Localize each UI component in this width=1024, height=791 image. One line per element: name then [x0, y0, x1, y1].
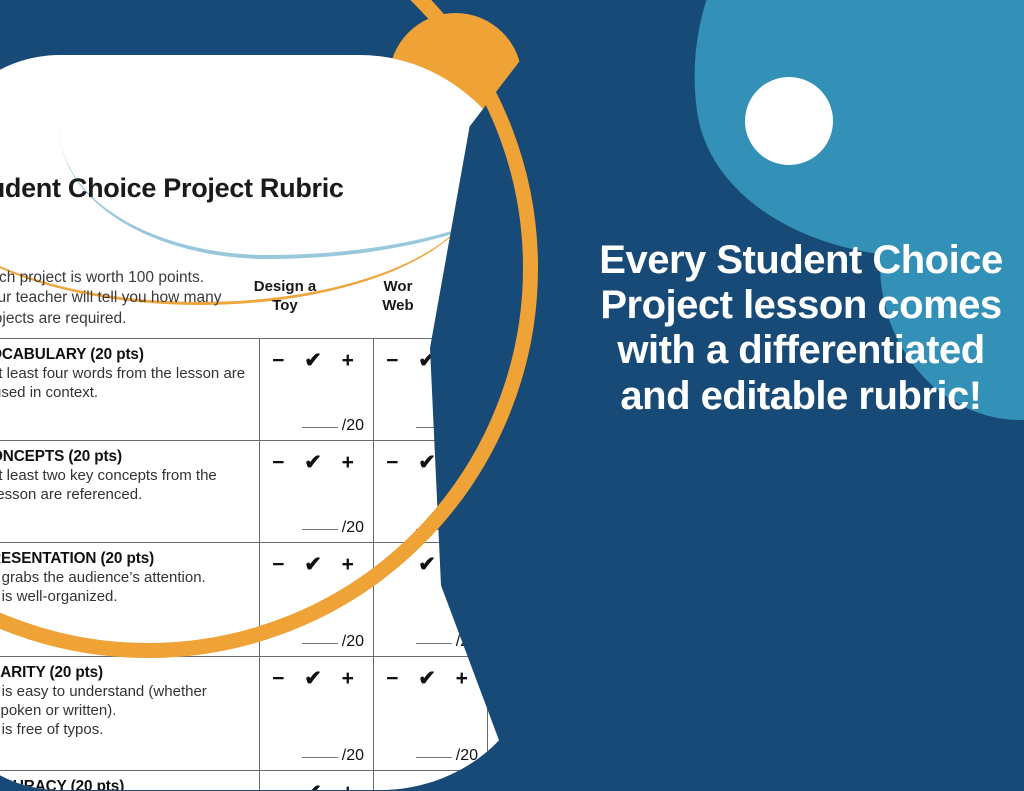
criteria-item: It is easy to understand (whether spoken… [0, 683, 251, 721]
criteria-title: CLARITY (20 pts) [0, 664, 104, 681]
white-circle-decoration [745, 77, 833, 165]
criteria-title: CONCEPTS (20 pts) [0, 448, 122, 465]
criteria-cell-clarity: CLARITY (20 pts) It is easy to understan… [0, 656, 260, 771]
score-suffix: /20 [341, 747, 364, 764]
column-header-line2: Toy [272, 296, 298, 314]
rubric-table: VOCABULARY (20 pts) At least four words … [0, 338, 500, 790]
rating-marks[interactable]: − ✔ + [272, 667, 361, 690]
table-row: CLARITY (20 pts) It is easy to understan… [0, 656, 500, 771]
score-cell-col1[interactable]: − ✔ + /20 [259, 440, 374, 543]
criteria-list: At least four words from the lesson are … [0, 365, 251, 403]
score-suffix: /20 [341, 417, 364, 434]
criteria-cell-vocabulary: VOCABULARY (20 pts) At least four words … [0, 338, 260, 441]
score-suffix: /20 [455, 747, 478, 764]
criteria-item: It is well-organized. [0, 588, 251, 607]
score-suffix: /20 [341, 519, 364, 536]
score-blank[interactable]: /20 [301, 747, 364, 765]
score-underline[interactable] [301, 643, 338, 644]
column-header-design-a-toy: Design a Toy [243, 278, 327, 316]
criteria-cell-concepts: CONCEPTS (20 pts) At least two key conce… [0, 440, 260, 543]
rating-marks[interactable]: − ✔ + [488, 771, 500, 790]
score-cell-col1[interactable]: − ✔ + /20 [259, 542, 374, 657]
score-cell-col1[interactable]: − ✔ + [259, 770, 374, 790]
criteria-item: At least four words from the lesson are … [0, 365, 251, 403]
rubric-intro-text: Each project is worth 100 points. Your t… [0, 269, 222, 327]
score-cell-col3[interactable]: − ✔ + [487, 770, 500, 790]
score-underline[interactable] [301, 757, 338, 758]
rating-marks[interactable]: − ✔ + [272, 553, 361, 576]
criteria-title: ACCURACY (20 pts) [0, 778, 125, 790]
rubric-title: tudent Choice Project Rubric [0, 173, 344, 203]
criteria-item: At least two key concepts from the lesso… [0, 467, 251, 505]
score-underline[interactable] [415, 529, 452, 530]
rating-marks[interactable]: − ✔ + [260, 771, 373, 790]
criteria-cell-presentation: PRESENTATION (20 pts) It grabs the audie… [0, 542, 260, 657]
score-cell-col1[interactable]: − ✔ + /20 [259, 656, 374, 771]
column-header-line1: Wor [383, 278, 413, 295]
rating-marks[interactable]: − ✔ + [374, 771, 487, 790]
score-cell-col1[interactable]: − ✔ + /20 [259, 338, 374, 441]
score-underline[interactable] [415, 757, 452, 758]
rating-marks[interactable]: − ✔ + [272, 349, 361, 372]
criteria-item: It is free of typos. [0, 721, 251, 740]
rating-marks[interactable]: − ✔ + [386, 667, 475, 690]
score-cell-col2[interactable]: − ✔ + /20 [373, 656, 488, 771]
score-underline[interactable] [301, 529, 338, 530]
rubric-table-body: VOCABULARY (20 pts) At least four words … [0, 338, 500, 790]
table-row: ACCURACY (20 pts) Drawings/models are ac… [0, 770, 500, 790]
column-header-website: Wor Web [356, 278, 440, 316]
criteria-title: PRESENTATION (20 pts) [0, 550, 155, 567]
column-header-line2: Web [382, 296, 414, 314]
criteria-list: It grabs the audience’s attention. It is… [0, 569, 251, 607]
criteria-list: It is easy to understand (whether spoken… [0, 683, 251, 740]
score-underline[interactable] [415, 643, 452, 644]
table-row: VOCABULARY (20 pts) At least four words … [0, 338, 500, 441]
criteria-item: It grabs the audience’s attention. [0, 569, 251, 588]
score-blank[interactable]: /20 [301, 519, 364, 537]
criteria-list: At least two key concepts from the lesso… [0, 467, 251, 505]
score-blank[interactable]: /20 [415, 747, 478, 765]
table-row: CONCEPTS (20 pts) At least two key conce… [0, 440, 500, 543]
criteria-cell-accuracy: ACCURACY (20 pts) Drawings/models are ac… [0, 770, 260, 790]
criteria-title: VOCABULARY (20 pts) [0, 346, 144, 363]
score-blank[interactable]: /20 [301, 633, 364, 651]
score-blank[interactable]: /20 [301, 417, 364, 435]
orange-swoosh-decoration [0, 182, 480, 305]
table-row: PRESENTATION (20 pts) It grabs the audie… [0, 542, 500, 657]
rating-marks[interactable]: − ✔ + [272, 451, 361, 474]
score-underline[interactable] [301, 427, 338, 428]
score-cell-col2[interactable]: − ✔ + [373, 770, 488, 790]
score-suffix: /20 [341, 633, 364, 650]
promo-headline: Every Student Choice Project lesson come… [599, 238, 1003, 418]
column-header-line1: Design a [253, 278, 317, 295]
rubric-sheet: tudent Choice Project Rubric Each projec… [0, 110, 500, 790]
